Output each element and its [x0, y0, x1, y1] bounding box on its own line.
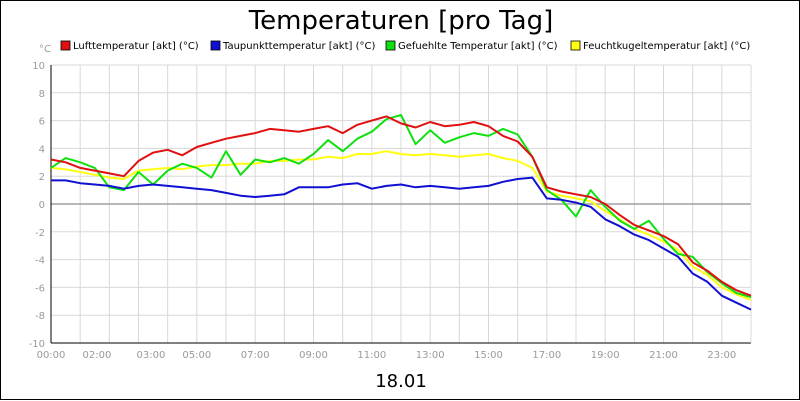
grid — [50, 64, 752, 344]
legend-item: Lufttemperatur [akt] (°C) — [60, 40, 199, 52]
chart-title: Temperaturen [pro Tag] — [248, 6, 554, 36]
legend-item: Taupunkttemperatur [akt] (°C) — [210, 40, 375, 52]
y-tick-label: 6 — [39, 117, 45, 128]
x-tick-label: 21:00 — [649, 350, 678, 361]
x-tick-label: 11:00 — [357, 350, 386, 361]
y-axis-unit: °C — [39, 44, 51, 55]
y-tick-label: 2 — [39, 172, 45, 183]
legend-swatch — [385, 40, 396, 51]
x-tick-label: 07:00 — [241, 350, 270, 361]
series-line-3 — [50, 114, 752, 299]
x-tick-label: 02:00 — [83, 350, 112, 361]
legend-label: Taupunkttemperatur [akt] (°C) — [222, 41, 375, 52]
legend-label: Lufttemperatur [akt] (°C) — [73, 41, 199, 52]
legend-item: Feuchtkugeltemperatur [akt] (°C) — [570, 40, 750, 52]
series-lines — [50, 114, 752, 311]
legend-item: Gefuehlte Temperatur [akt] (°C) — [385, 40, 558, 52]
x-tick-label: 03:00 — [137, 350, 166, 361]
x-tick-label: 23:00 — [707, 350, 736, 361]
x-tick-label: 00:00 — [37, 350, 66, 361]
series-line-2 — [51, 176, 752, 311]
y-tick-label: -10 — [29, 339, 45, 350]
y-tick-label: 10 — [32, 61, 45, 72]
legend-label: Gefuehlte Temperatur [akt] (°C) — [398, 41, 558, 52]
legend-swatch — [60, 40, 71, 51]
y-tick-label: -2 — [35, 228, 45, 239]
x-tick-label: 15:00 — [474, 350, 503, 361]
y-tick-label: 8 — [39, 89, 45, 100]
y-tick-label: -6 — [35, 283, 45, 294]
y-tick-label: 4 — [39, 144, 45, 155]
x-tick-label: 05:00 — [182, 350, 211, 361]
legend-swatch — [210, 40, 221, 51]
y-tick-label: -8 — [35, 311, 45, 322]
x-tick-label: 17:00 — [532, 350, 561, 361]
x-tick-label: 19:00 — [591, 350, 620, 361]
legend-swatch — [570, 40, 581, 51]
legend-label: Feuchtkugeltemperatur [akt] (°C) — [583, 41, 750, 52]
series-line-1 — [50, 115, 752, 297]
y-tick-label: -4 — [35, 256, 45, 267]
x-tick-label: 13:00 — [416, 350, 445, 361]
legend: Lufttemperatur [akt] (°C) Taupunkttempera… — [60, 40, 750, 52]
y-tick-label: 0 — [39, 200, 45, 211]
x-tick-label: 09:00 — [299, 350, 328, 361]
x-axis-date-label: 18.01 — [375, 371, 427, 392]
